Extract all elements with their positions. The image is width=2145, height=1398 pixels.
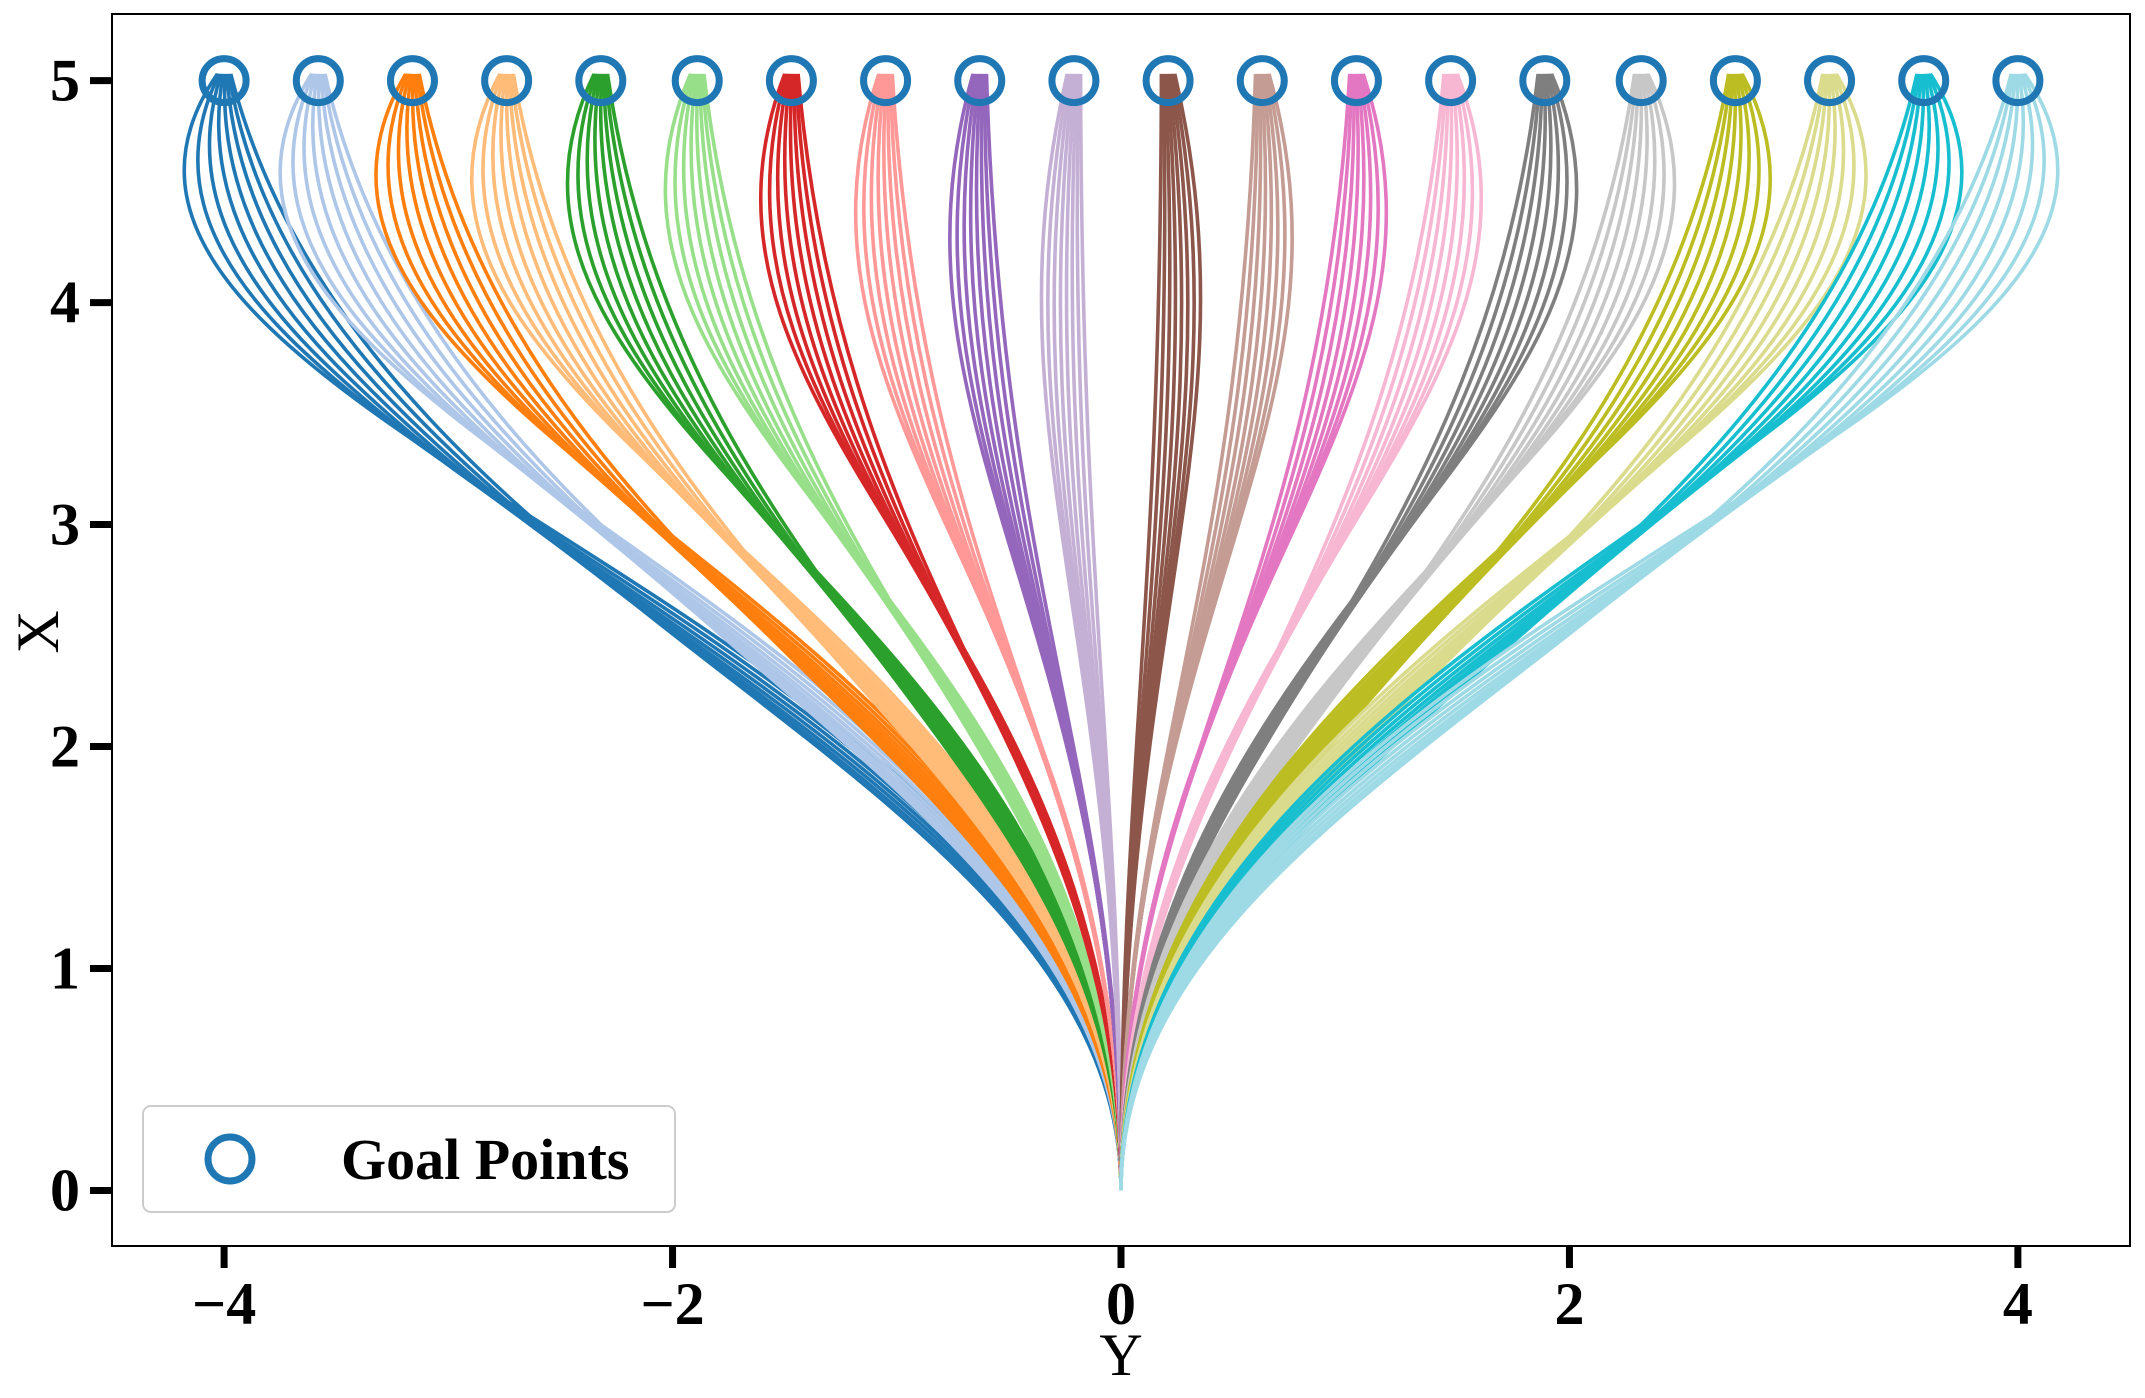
y-tick-label: 3 — [50, 492, 80, 558]
goal-12-trajectories — [1119, 73, 1294, 1191]
goal-9-trajectories — [948, 73, 1123, 1191]
trajectory-curve — [1119, 73, 1389, 1191]
y-tick-label: 0 — [50, 1158, 80, 1224]
trajectory-curve — [1119, 73, 2019, 1191]
goal-point-marker — [1804, 55, 1856, 107]
goal-point-marker — [1615, 55, 1667, 107]
goal-point-marker — [1330, 55, 1382, 107]
trajectory-curve — [758, 73, 1123, 1191]
x-tick-label: −4 — [192, 1271, 256, 1337]
goal-18-trajectories — [1119, 72, 1868, 1191]
legend: Goal Points — [142, 1105, 676, 1213]
goal-11-trajectories — [1119, 73, 1203, 1191]
trajectory-curve — [1119, 73, 1484, 1191]
goal-point-markers — [198, 55, 2044, 107]
goal-point-marker — [481, 55, 533, 107]
goal-10-trajectories — [1039, 73, 1123, 1191]
x-axis-label: Y — [1099, 1322, 1142, 1388]
legend-box — [142, 1105, 676, 1213]
goal-8-trajectories — [853, 73, 1123, 1191]
trajectory-curve — [1119, 73, 1761, 1191]
goal-13-trajectories — [1119, 73, 1389, 1191]
trajectory-curve — [1119, 73, 1203, 1191]
trajectory-curve — [853, 73, 1123, 1191]
goal-point-marker — [671, 55, 723, 107]
y-axis-ticks: 0 1 2 3 4 5 — [50, 48, 112, 1224]
goal-point-marker — [575, 55, 627, 107]
x-tick-label: 2 — [1554, 1271, 1584, 1337]
trajectory-curve — [1119, 73, 2035, 1191]
goal-point-marker — [1519, 55, 1571, 107]
legend-label-goal-points: Goal Points — [341, 1127, 629, 1192]
trajectory-curve — [1119, 72, 2060, 1191]
goal-6-trajectories — [663, 73, 1123, 1191]
goal-20-trajectories — [1119, 72, 2060, 1191]
goal-point-marker — [1048, 55, 1100, 107]
trajectory-curve — [1119, 73, 1856, 1191]
trajectory-curve — [481, 73, 1123, 1191]
goal-point-marker — [765, 55, 817, 107]
trajectory-curve — [386, 73, 1123, 1191]
goal-17-trajectories — [1119, 73, 1772, 1191]
goal-7-trajectories — [758, 73, 1123, 1191]
goal-point-marker — [386, 55, 438, 107]
trajectory-curve — [1039, 73, 1123, 1191]
x-tick-label: 0 — [1106, 1271, 1136, 1337]
goal-point-marker — [860, 55, 912, 107]
goal-point-marker — [1992, 55, 2044, 107]
trajectory-curve — [1119, 73, 1677, 1191]
y-tick-label: 1 — [50, 936, 80, 1002]
goal-point-marker — [1709, 55, 1761, 107]
legend-marker-goal-points — [204, 1133, 256, 1185]
trajectory-curve — [663, 73, 1123, 1191]
goal-point-marker — [1425, 55, 1477, 107]
trajectory-curve — [1119, 73, 1579, 1191]
y-tick-label: 4 — [50, 270, 80, 336]
goal-14-trajectories — [1119, 73, 1484, 1191]
x-axis-ticks: −4 −2 0 2 4 — [192, 1246, 2033, 1337]
trajectory-curves — [182, 72, 2060, 1191]
goal-4-trajectories — [470, 73, 1123, 1191]
goal-point-marker — [198, 55, 250, 107]
x-tick-label: 4 — [2003, 1271, 2033, 1337]
x-tick-label: −2 — [640, 1271, 704, 1337]
goal-point-marker — [1898, 55, 1950, 107]
goal-point-marker — [954, 55, 1006, 107]
y-tick-label: 2 — [50, 714, 80, 780]
trajectory-curve — [1119, 73, 1772, 1191]
goal-point-marker — [1236, 55, 1288, 107]
trajectory-curve — [1119, 73, 1294, 1191]
trajectory-curve — [1119, 72, 1868, 1191]
trajectory-curve — [470, 73, 1123, 1191]
y-axis-label: X — [5, 610, 71, 653]
y-tick-label: 5 — [50, 48, 80, 114]
goal-point-marker — [292, 55, 344, 107]
goal-point-marker — [1142, 55, 1194, 107]
trajectory-curve — [948, 73, 1123, 1191]
